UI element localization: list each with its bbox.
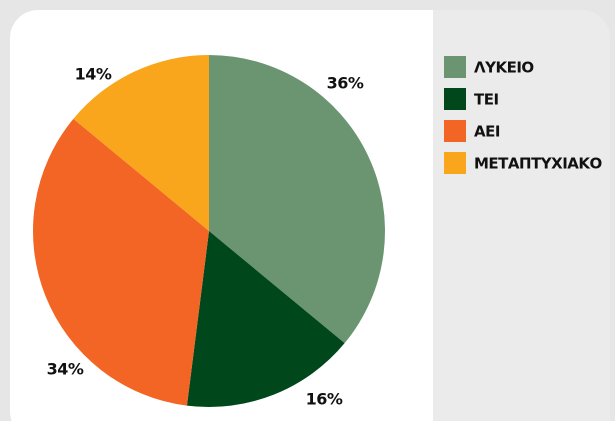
data-label: 36% bbox=[327, 74, 364, 93]
corner bbox=[582, 10, 610, 38]
legend-swatch bbox=[444, 120, 466, 142]
pie-slice bbox=[186, 231, 345, 407]
legend-label: ΑΕΙ bbox=[474, 123, 500, 141]
legend-swatch bbox=[444, 88, 466, 110]
pie-slice bbox=[209, 55, 385, 344]
pie-slice bbox=[33, 118, 209, 406]
pie-slice bbox=[73, 55, 209, 231]
data-label: 16% bbox=[306, 390, 343, 409]
legend-label: ΛΥΚΕΙΟ bbox=[474, 59, 534, 77]
legend-label: ΤΕΙ bbox=[474, 91, 499, 109]
data-label: 14% bbox=[75, 65, 112, 84]
legend-swatch bbox=[444, 56, 466, 78]
legend-panel-corner bbox=[433, 10, 610, 421]
data-label: 34% bbox=[47, 360, 84, 379]
legend-label: ΜΕΤΑΠΤΥΧΙΑΚΟ bbox=[474, 155, 602, 173]
legend-swatch bbox=[444, 152, 466, 174]
